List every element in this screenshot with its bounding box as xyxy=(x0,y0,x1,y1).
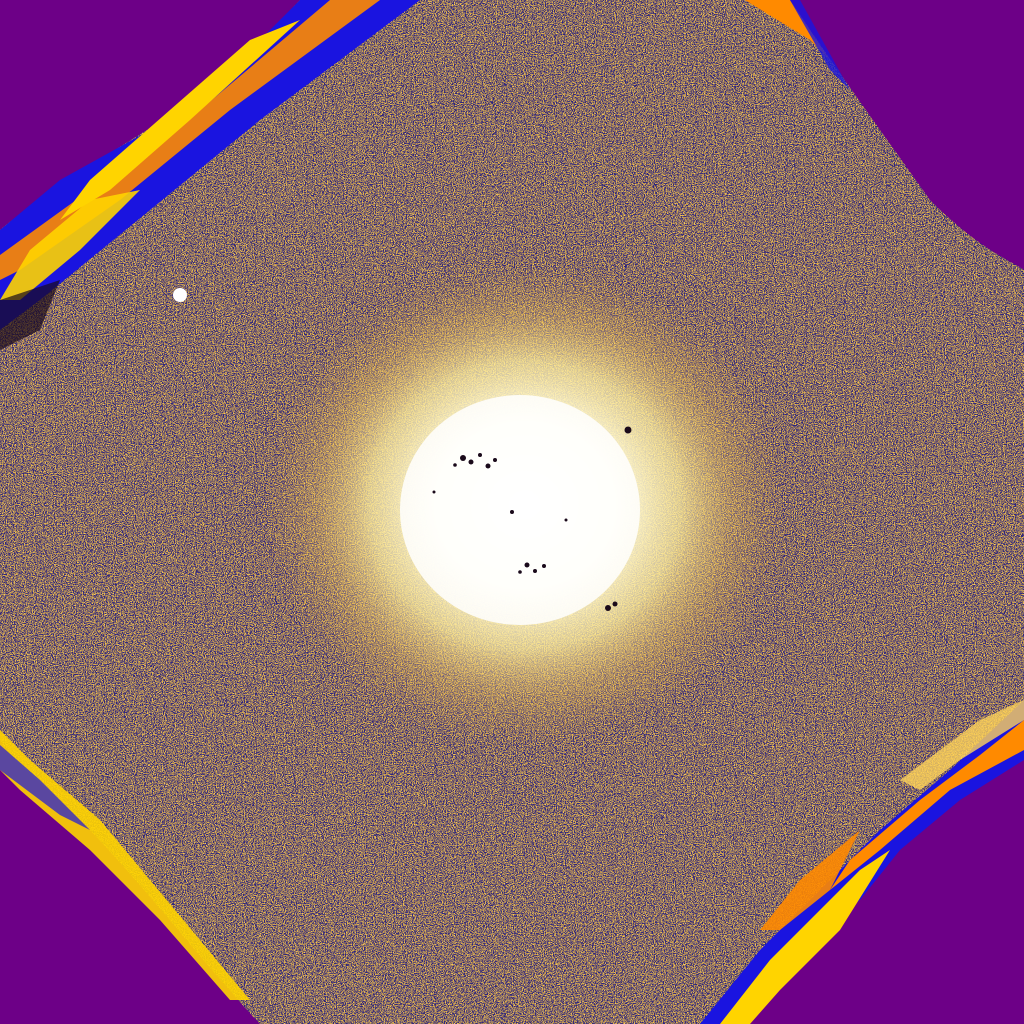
edge-streaks-bottom-right xyxy=(700,700,1024,1024)
edge-streaks-bottom-left xyxy=(0,730,250,1000)
edge-streaks-top-right xyxy=(745,0,850,90)
edge-streaks-top-left xyxy=(0,0,420,350)
dark-specks xyxy=(432,426,632,611)
